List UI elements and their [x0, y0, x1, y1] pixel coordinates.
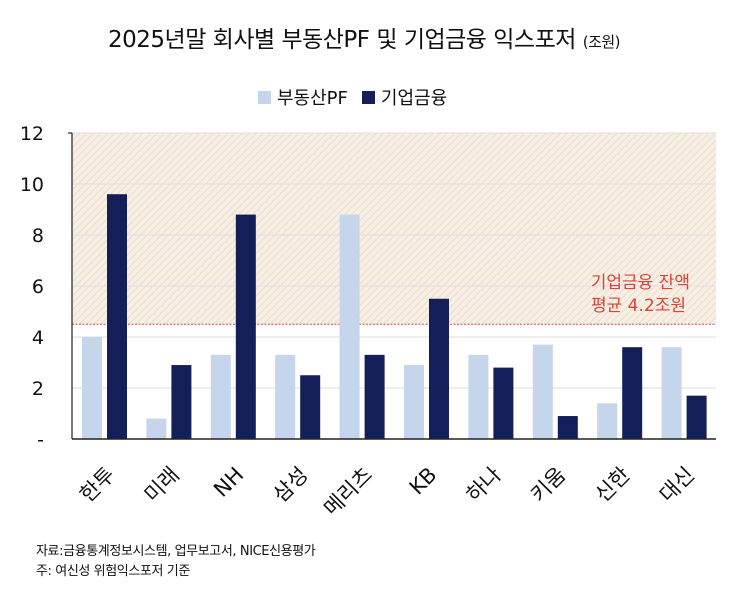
- bar-corp: [429, 298, 449, 439]
- x-tick-label: 신한: [590, 463, 634, 507]
- x-tick-label: KB: [405, 463, 442, 500]
- bar-pf: [404, 365, 424, 439]
- legend-swatch-pf: [258, 90, 271, 104]
- footnote: 주: 여신성 위험익스포저 기준: [36, 564, 190, 579]
- bar-pf: [661, 347, 682, 439]
- legend-item-pf: 부동산PF: [258, 84, 348, 110]
- legend-item-corp: 기업금융: [361, 84, 448, 110]
- x-tick-label: 키움: [526, 463, 570, 507]
- chart-title: 2025년말 회사별 부동산PF 및 기업금융 익스포저 (조원): [108, 20, 621, 54]
- bar-corp: [557, 416, 578, 439]
- x-tick-label: 하나: [462, 463, 506, 507]
- legend-swatch-corp: [361, 90, 375, 104]
- bar-corp: [107, 194, 127, 439]
- bar-pf: [82, 337, 102, 439]
- bar-pf: [339, 214, 360, 439]
- title-text: 2025년말 회사별 부동산PF 및 기업금융 익스포저: [108, 27, 576, 53]
- y-tick-label: 10: [20, 174, 44, 196]
- y-tick-label: 8: [32, 225, 44, 247]
- y-tick-label: 4: [32, 327, 44, 349]
- bar-pf: [210, 354, 231, 439]
- reference-label: 평균 4.2조원: [591, 296, 686, 316]
- bar-corp: [300, 375, 321, 439]
- legend-label-corp: 기업금융: [380, 88, 448, 109]
- legend-label-pf: 부동산PF: [277, 88, 348, 109]
- bar-pf: [597, 403, 618, 439]
- bar-corp: [622, 347, 643, 439]
- source-note: 자료:금융통계정보시스템, 업무보고서, NICE신용평가: [36, 544, 316, 559]
- shaded-region: [72, 133, 716, 325]
- x-tick-label: 미래: [140, 463, 184, 507]
- x-tick-label: 메리츠: [319, 463, 377, 521]
- bar-corp: [493, 367, 514, 439]
- y-tick-label: 6: [32, 276, 44, 298]
- y-tick-label: 12: [20, 123, 44, 145]
- reference-label: 기업금융 잔액: [591, 273, 690, 293]
- x-tick-label: 삼성: [268, 463, 312, 507]
- unit-label: (조원): [582, 33, 621, 51]
- y-tick-label: 2: [32, 378, 44, 400]
- legend: 부동산PF 기업금융: [258, 84, 447, 110]
- bar-pf: [532, 344, 553, 439]
- bar-pf: [275, 354, 296, 439]
- x-tick-label: 대신: [655, 463, 699, 507]
- bar-pf: [146, 418, 167, 439]
- bar-corp: [171, 365, 192, 439]
- bar-pf: [468, 354, 489, 439]
- x-tick-label: NH: [209, 463, 248, 502]
- x-tick-label: 한투: [75, 463, 119, 507]
- y-tick-label: -: [37, 429, 44, 451]
- bar-corp: [235, 214, 256, 439]
- bar-corp: [686, 395, 707, 439]
- bar-corp: [364, 354, 385, 439]
